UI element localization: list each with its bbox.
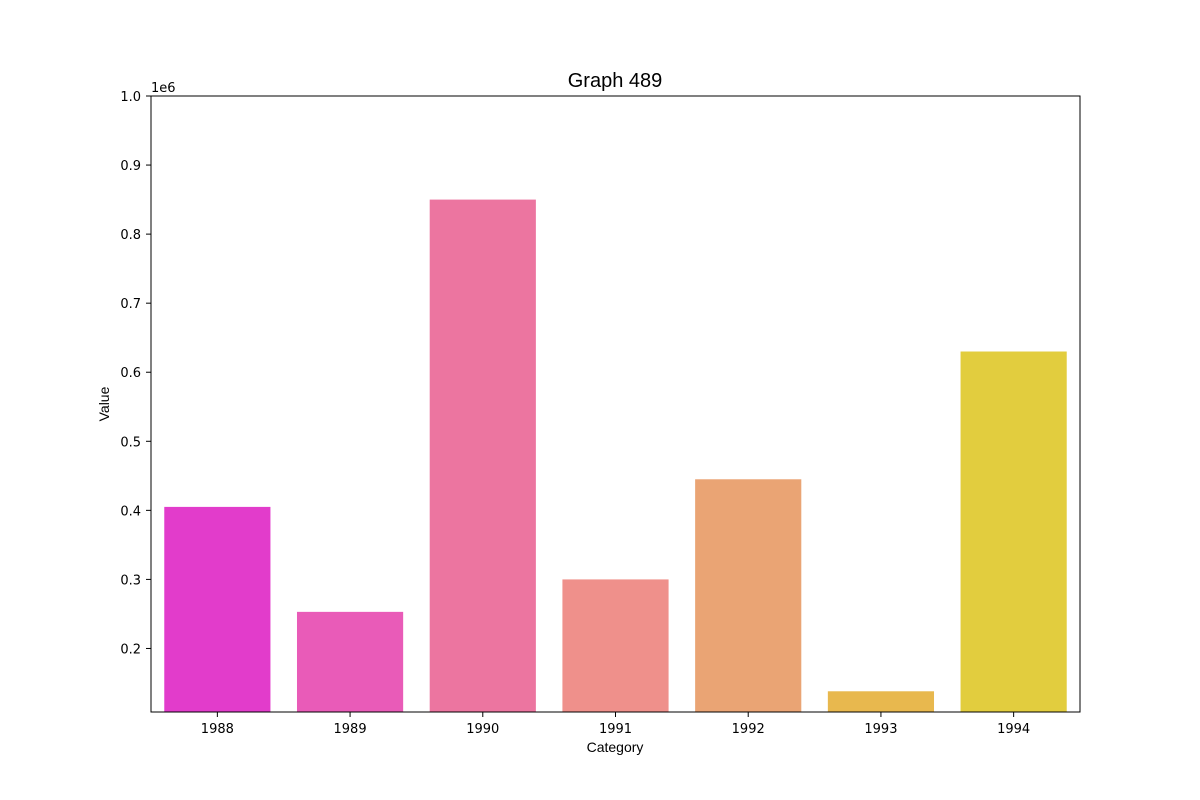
x-axis-label: Category xyxy=(587,739,644,755)
x-axis-ticks: 1988 1989 1990 1991 1992 1993 1994 xyxy=(201,712,1030,737)
y-tick-label: 1.0 xyxy=(120,90,141,105)
x-tick-label: 1992 xyxy=(732,722,765,737)
y-tick-label: 0.8 xyxy=(120,228,141,243)
y-axis-label: Value xyxy=(96,386,112,421)
bar-1994 xyxy=(960,351,1067,712)
y-tick-label: 0.5 xyxy=(120,435,141,450)
bar-1990 xyxy=(429,199,536,712)
x-tick-label: 1988 xyxy=(201,722,234,737)
bars-group xyxy=(164,199,1067,712)
bar-1992 xyxy=(695,479,802,712)
x-tick-label: 1994 xyxy=(997,722,1030,737)
y-tick-label: 0.3 xyxy=(120,573,141,588)
y-tick-label: 0.6 xyxy=(120,366,141,381)
chart-title: Graph 489 xyxy=(568,70,663,92)
x-tick-label: 1989 xyxy=(334,722,367,737)
y-axis-ticks: 0.2 0.3 0.4 0.5 0.6 0.7 0.8 0.9 1.0 xyxy=(120,90,151,657)
bar-1993 xyxy=(827,691,935,712)
y-tick-label: 0.2 xyxy=(120,642,141,657)
y-tick-label: 0.7 xyxy=(120,297,141,312)
y-tick-label: 0.4 xyxy=(120,504,141,519)
x-tick-label: 1990 xyxy=(466,722,499,737)
bar-1989 xyxy=(296,611,404,712)
x-tick-label: 1991 xyxy=(599,722,632,737)
y-tick-label: 0.9 xyxy=(120,159,141,174)
y-axis-offset-label: 1e6 xyxy=(151,81,176,96)
bar-1991 xyxy=(562,579,669,712)
bar-1988 xyxy=(164,506,271,712)
x-tick-label: 1993 xyxy=(864,722,897,737)
